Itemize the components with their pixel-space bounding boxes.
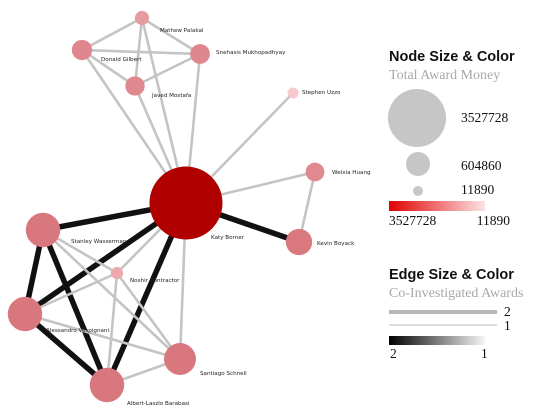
node-label-donald: Donald Gilbert (101, 57, 142, 63)
node-label-kevin: Kevin Boyack (317, 241, 355, 247)
node-label-mathew: Mathew Palakal (160, 28, 204, 34)
node-noshir[interactable] (110, 266, 124, 280)
node-legend-title: Node Size & Color (389, 49, 515, 65)
edge-stanley-santiago (41, 228, 182, 361)
node-label-noshir: Noshir Contractor (130, 278, 180, 284)
node-label-albert: Albert-Laszlo Barabasi (127, 401, 190, 407)
network-graph: Mathew Palakal Snehasis Mukhopadhyay Donal… (7, 10, 371, 407)
node-snehasis[interactable] (190, 44, 210, 64)
legend: Node Size & Color Total Award Money 3527… (388, 49, 523, 361)
node-label-alessandro: Alessandro Vespignani (46, 328, 109, 334)
node-legend-subtitle: Total Award Money (389, 68, 500, 83)
size-legend-value-large: 3527728 (461, 110, 509, 125)
node-color-max-label: 11890 (477, 213, 510, 228)
node-label-stanley: Stanley Wasserman (71, 239, 127, 245)
node-santiago[interactable] (164, 343, 196, 375)
edge-donald-snehasis (80, 48, 202, 56)
node-albert[interactable] (89, 367, 125, 403)
node-label-stephen: Stephen Uzzo (302, 90, 341, 96)
edge-mathew-donald (80, 16, 144, 52)
size-legend-value-medium: 604860 (461, 158, 502, 173)
edge-mathew-snehasis (140, 16, 202, 56)
node-color-min-label: 3527728 (389, 213, 437, 228)
node-label-katy: Katy Borner (211, 235, 245, 241)
nodes-layer (7, 10, 325, 403)
node-katy[interactable] (149, 166, 223, 240)
node-stanley[interactable] (25, 212, 61, 248)
edge-noshir-santiago (115, 271, 182, 361)
edge-albert-noshir (105, 271, 119, 387)
node-labels-layer: Mathew Palakal Snehasis Mukhopadhyay Donal… (46, 28, 371, 407)
node-stephen[interactable] (287, 87, 299, 99)
edge-stanley-albert (40, 227, 110, 388)
node-donald[interactable] (71, 39, 93, 61)
size-legend-circle-medium (406, 152, 430, 176)
edges-layer (22, 16, 317, 388)
edge-donald-javed (80, 48, 137, 88)
node-weixia[interactable] (305, 162, 325, 182)
edge-alessandro-santiago (23, 312, 182, 361)
node-javed[interactable] (125, 76, 145, 96)
edge-width-value-1: 1 (504, 318, 511, 333)
node-label-santiago: Santiago Schnell (200, 371, 247, 377)
size-legend-value-small: 11890 (461, 182, 494, 197)
node-mathew[interactable] (134, 10, 150, 26)
node-label-snehasis: Snehasis Mukhopadhyay (216, 50, 286, 56)
node-color-gradient-bar (389, 201, 485, 211)
node-label-weixia: Weixia Huang (332, 170, 371, 176)
node-kevin[interactable] (285, 228, 313, 256)
edge-legend-title: Edge Size & Color (389, 267, 514, 283)
edge-alessandro-albert (22, 311, 110, 388)
node-alessandro[interactable] (7, 296, 43, 332)
edge-color-right-label: 1 (481, 346, 488, 361)
edge-color-left-label: 2 (390, 346, 397, 361)
size-legend-circle-small (413, 186, 423, 196)
edge-snehasis-javed (133, 52, 202, 88)
edge-color-gradient-bar (389, 336, 485, 345)
edge-width-value-2: 2 (504, 304, 511, 319)
edge-legend-subtitle: Co-Investigated Awards (389, 286, 523, 301)
size-legend-circle-large (388, 89, 446, 147)
node-label-javed: Javed Mostafa (151, 93, 191, 99)
